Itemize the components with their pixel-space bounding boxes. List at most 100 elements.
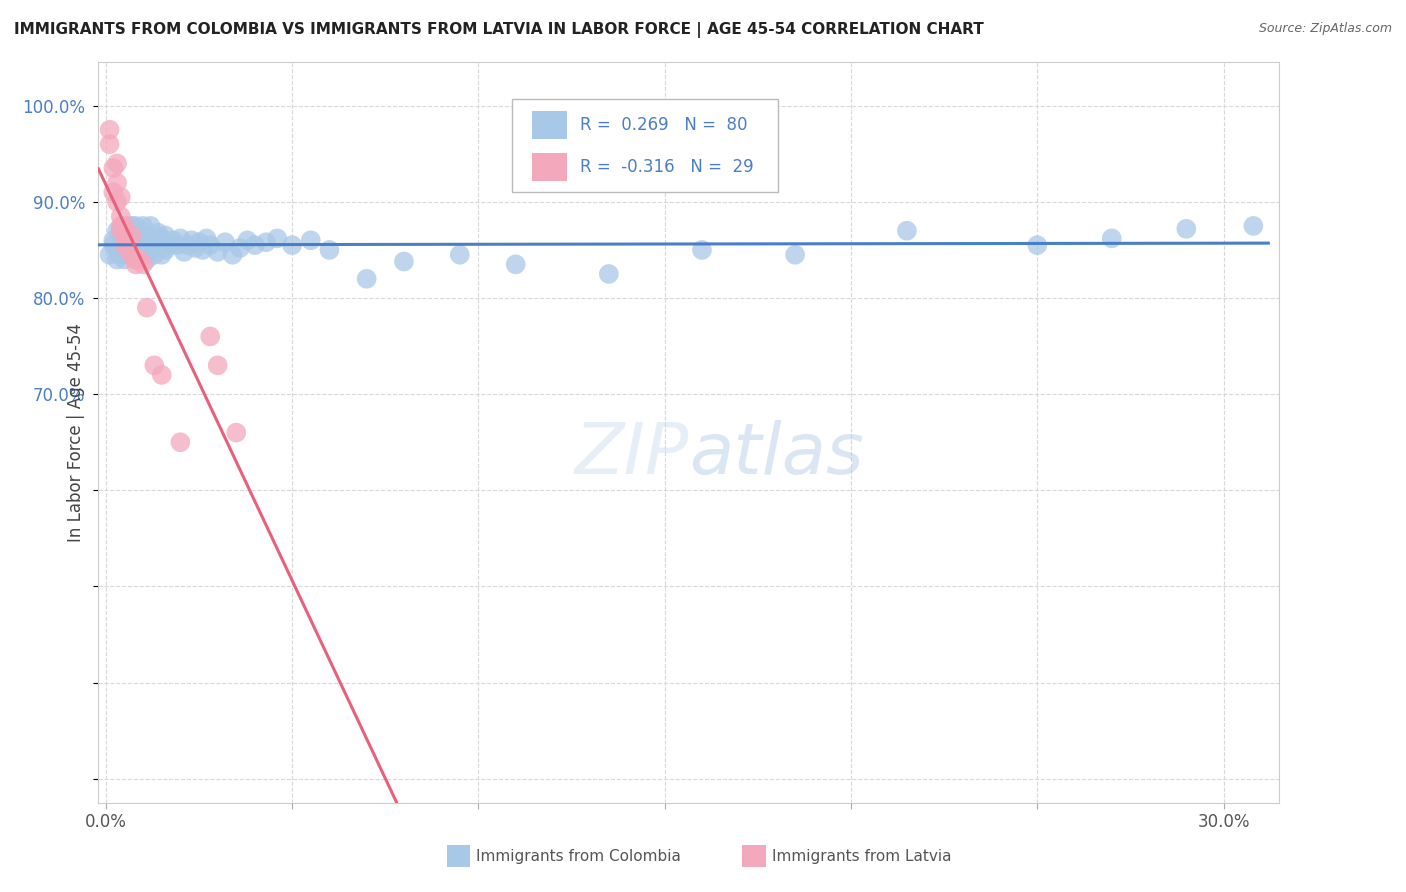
Point (207, 359, 229, 373)
Point (281, 238, 304, 252)
Point (135, 238, 157, 252)
Point (132, 219, 155, 233)
Point (105, 156, 128, 170)
Point (207, 244, 229, 259)
Point (173, 244, 195, 259)
Point (114, 238, 136, 252)
Point (124, 219, 146, 233)
Point (110, 190, 132, 204)
Point (1026, 238, 1049, 252)
Point (266, 231, 288, 245)
Point (132, 257, 155, 271)
Point (166, 238, 188, 252)
Text: IMMIGRANTS FROM COLOMBIA VS IMMIGRANTS FROM LATVIA IN LABOR FORCE | AGE 45-54 CO: IMMIGRANTS FROM COLOMBIA VS IMMIGRANTS F… (14, 22, 984, 38)
Point (449, 248, 471, 262)
Bar (742, 845, 766, 867)
Point (135, 228, 157, 243)
Point (117, 233, 139, 247)
Point (139, 233, 162, 247)
Point (114, 238, 136, 252)
Point (132, 243, 155, 257)
Point (105, 243, 128, 257)
Point (243, 238, 266, 252)
Bar (531, 153, 567, 181)
Point (124, 252, 146, 267)
Point (191, 243, 214, 257)
Point (117, 243, 139, 257)
Point (150, 368, 173, 382)
Point (117, 233, 139, 247)
Point (214, 235, 236, 250)
Point (121, 219, 143, 233)
Point (254, 235, 277, 250)
Point (110, 248, 132, 262)
Point (896, 224, 918, 238)
Point (121, 233, 143, 247)
Point (155, 243, 177, 257)
Point (124, 238, 146, 252)
Point (139, 243, 162, 257)
Point (114, 233, 136, 247)
Point (143, 359, 166, 373)
Point (1175, 221, 1198, 235)
Text: Source: ZipAtlas.com: Source: ZipAtlas.com (1258, 22, 1392, 36)
Point (392, 254, 415, 268)
Point (110, 219, 132, 233)
Point (225, 425, 247, 440)
Point (195, 231, 218, 245)
Point (128, 252, 150, 267)
Point (121, 248, 143, 262)
Point (105, 176, 128, 190)
Point (124, 257, 146, 271)
Point (135, 252, 157, 267)
Point (98, 137, 121, 152)
Point (143, 248, 166, 262)
Point (110, 209, 132, 223)
Point (221, 248, 243, 262)
Point (157, 238, 180, 252)
Point (105, 224, 128, 238)
Point (103, 186, 125, 200)
Point (162, 233, 184, 247)
Point (110, 224, 132, 238)
Point (188, 235, 211, 250)
Point (128, 233, 150, 247)
Point (103, 161, 125, 176)
Point (124, 228, 146, 243)
Point (105, 194, 128, 209)
Point (150, 231, 173, 245)
Point (114, 219, 136, 233)
Point (169, 231, 191, 245)
Point (110, 224, 132, 238)
Point (98, 122, 121, 136)
Point (229, 241, 252, 255)
Point (114, 224, 136, 238)
Point (184, 241, 207, 255)
Point (318, 243, 340, 257)
Point (121, 238, 143, 252)
Point (1101, 231, 1123, 245)
Point (180, 233, 202, 247)
FancyBboxPatch shape (512, 99, 778, 192)
Point (785, 248, 807, 262)
Text: R =  0.269   N =  80: R = 0.269 N = 80 (581, 116, 748, 134)
Point (146, 226, 169, 240)
Bar (447, 845, 471, 867)
Point (128, 248, 150, 262)
Text: atlas: atlas (689, 420, 863, 490)
Point (150, 248, 173, 262)
Point (598, 267, 620, 281)
Point (135, 301, 157, 315)
Point (139, 219, 162, 233)
Point (121, 228, 143, 243)
Point (103, 238, 125, 252)
Point (114, 252, 136, 267)
Point (299, 233, 322, 247)
Point (505, 257, 527, 271)
Text: Immigrants from Colombia: Immigrants from Colombia (477, 848, 682, 863)
Point (198, 238, 221, 252)
Point (117, 243, 139, 257)
Point (110, 238, 132, 252)
Text: R =  -0.316   N =  29: R = -0.316 N = 29 (581, 158, 754, 176)
Point (132, 228, 155, 243)
